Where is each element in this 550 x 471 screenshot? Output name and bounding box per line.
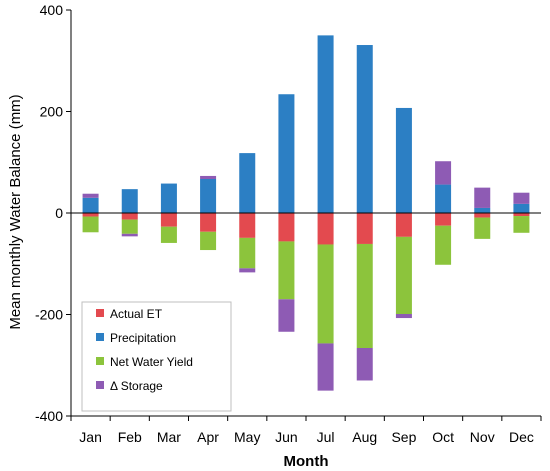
- bar-jan-series-3: [82, 193, 99, 198]
- bar-apr-series-3: [200, 175, 217, 179]
- bar-oct-series-2: [435, 225, 452, 265]
- bar-jul-series-1: [317, 35, 334, 214]
- bar-may-series-1: [239, 153, 256, 213]
- bar-dec-series-2: [513, 216, 530, 233]
- x-tick-label: Mar: [157, 429, 181, 445]
- bar-dec-series-1: [513, 203, 530, 213]
- bar-jan-series-2: [82, 216, 99, 233]
- bar-feb-series-1: [121, 189, 138, 213]
- bar-oct-series-3: [435, 161, 452, 185]
- x-tick-label: Jun: [275, 429, 298, 445]
- bar-feb-series-3: [121, 233, 138, 237]
- y-tick-label: -400: [35, 408, 63, 424]
- bar-jun-series-1: [278, 94, 295, 213]
- bar-may-series-0: [239, 213, 256, 238]
- bar-feb-series-0: [121, 213, 138, 220]
- legend-label: Actual ET: [110, 307, 163, 321]
- bar-jun-series-0: [278, 213, 295, 242]
- legend-swatch: [96, 333, 104, 341]
- bar-apr-series-1: [200, 179, 217, 213]
- legend-label: Net Water Yield: [110, 355, 193, 369]
- bar-aug-series-0: [356, 213, 373, 244]
- y-axis-title: Mean monthly Water Balance (mm): [7, 94, 24, 329]
- x-tick-label: May: [234, 429, 260, 445]
- y-tick-label: 200: [40, 104, 64, 120]
- y-tick-label: 0: [55, 205, 63, 221]
- bar-mar-series-2: [160, 226, 177, 243]
- bar-dec-series-0: [513, 213, 530, 217]
- bar-mar-series-1: [160, 183, 177, 213]
- bar-nov-series-0: [474, 213, 491, 218]
- x-tick-label: Dec: [509, 429, 534, 445]
- bar-oct-series-0: [435, 213, 452, 226]
- x-tick-label: Jul: [317, 429, 335, 445]
- bar-apr-series-2: [200, 231, 217, 251]
- bar-jun-series-2: [278, 241, 295, 300]
- x-tick-label: Sep: [391, 429, 416, 445]
- bar-sep-series-0: [395, 213, 412, 237]
- bar-nov-series-1: [474, 207, 491, 213]
- bar-jul-series-2: [317, 244, 334, 344]
- bar-aug-series-2: [356, 243, 373, 348]
- bar-mar-series-0: [160, 213, 177, 227]
- y-tick-label: -200: [35, 307, 63, 323]
- bar-oct-series-1: [435, 184, 452, 213]
- bar-aug-series-3: [356, 348, 373, 381]
- x-tick-label: Aug: [352, 429, 377, 445]
- x-tick-label: Apr: [197, 429, 219, 445]
- bar-jan-series-0: [82, 213, 99, 217]
- legend-label: Δ Storage: [110, 379, 163, 393]
- bar-may-series-2: [239, 237, 256, 269]
- x-tick-label: Feb: [118, 429, 142, 445]
- bar-feb-series-2: [121, 219, 138, 234]
- bar-jul-series-3: [317, 343, 334, 391]
- x-tick-label: Oct: [432, 429, 454, 445]
- x-tick-label: Jan: [79, 429, 102, 445]
- legend-label: Precipitation: [110, 331, 176, 345]
- legend-swatch: [96, 357, 104, 365]
- axes-layer: -400 -200 0 200 400 Jan Feb Mar Apr May Jun Jul Aug S…: [35, 2, 542, 445]
- bar-dec-series-3: [513, 192, 530, 204]
- y-tick-label: 400: [40, 2, 64, 18]
- x-tick-label: Nov: [470, 429, 495, 445]
- legend-swatch: [96, 309, 104, 317]
- bar-jul-series-0: [317, 213, 334, 245]
- bar-sep-series-1: [395, 107, 412, 213]
- x-axis-title: Month: [284, 453, 329, 470]
- bar-sep-series-3: [395, 313, 412, 319]
- bar-aug-series-1: [356, 45, 373, 213]
- legend: Actual ET Precipitation Net Water Yield Δ S…: [81, 301, 232, 412]
- legend-swatch: [96, 381, 104, 389]
- legend-box: [81, 301, 232, 412]
- bar-nov-series-3: [474, 187, 491, 208]
- bar-may-series-3: [239, 268, 256, 273]
- bar-sep-series-2: [395, 236, 412, 314]
- bar-nov-series-2: [474, 217, 491, 239]
- bar-layer: [82, 35, 530, 391]
- bar-jan-series-1: [82, 197, 99, 213]
- bar-apr-series-0: [200, 213, 217, 232]
- bar-jun-series-3: [278, 299, 295, 332]
